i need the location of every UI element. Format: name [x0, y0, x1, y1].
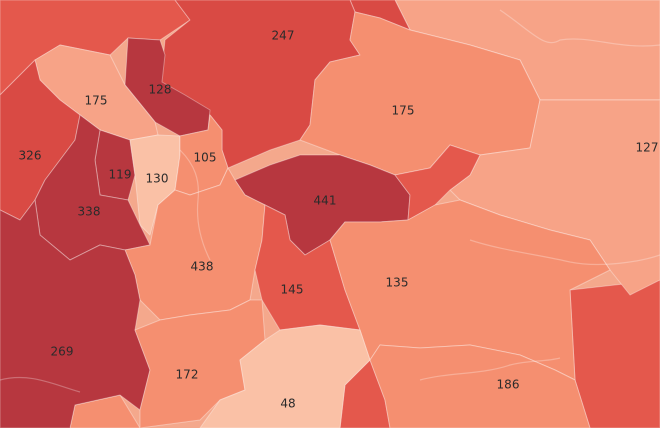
river-line	[0, 376, 81, 393]
region-east-of-441[interactable]	[394, 144, 481, 221]
river-line	[179, 149, 211, 261]
river-line	[499, 9, 660, 47]
river-line	[419, 357, 561, 381]
region-186[interactable]	[369, 344, 591, 428]
region-119[interactable]	[94, 129, 136, 201]
region-128[interactable]	[124, 37, 211, 137]
river-line	[469, 239, 660, 266]
region-269[interactable]	[0, 199, 151, 428]
region-48[interactable]	[199, 324, 371, 428]
